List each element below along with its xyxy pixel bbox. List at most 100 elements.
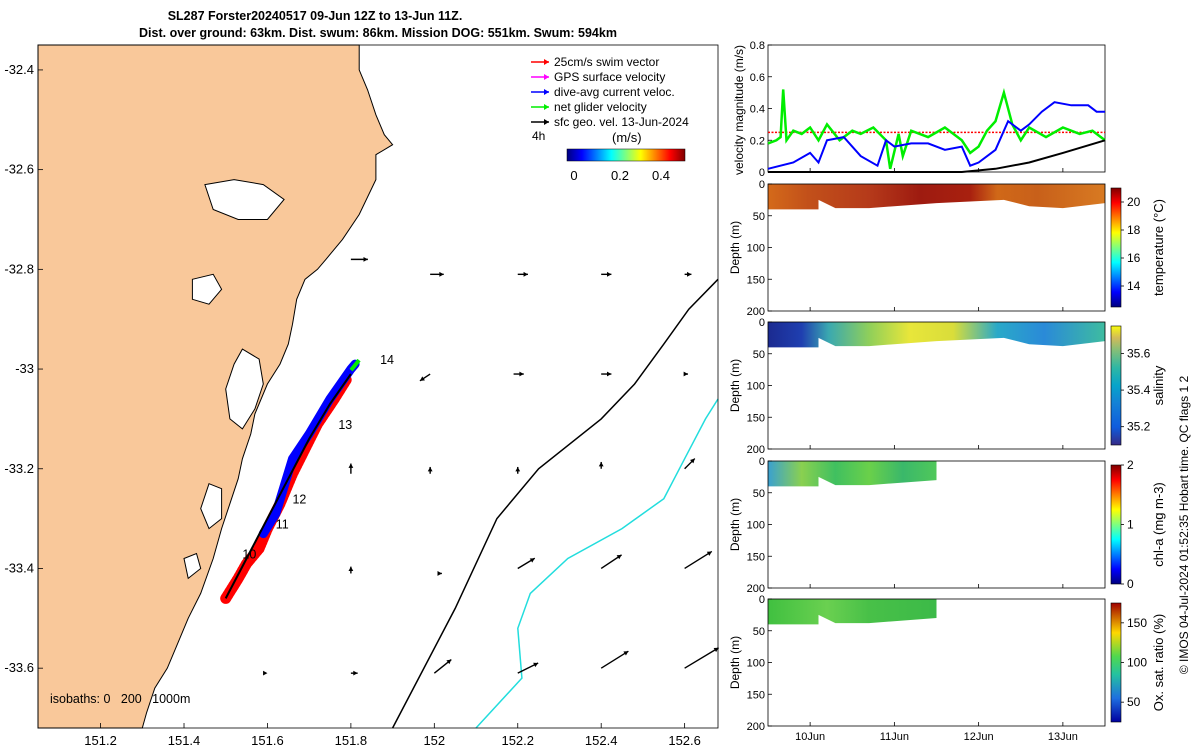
velocity-dive-avg-line (767, 101, 1105, 170)
current-vector-head (623, 651, 629, 656)
velocity-frame (767, 44, 1106, 173)
colorbar-tick-label-salinity-1: 35.4 (1127, 383, 1151, 397)
depth-tick-label-oxygen-4: 200 (747, 721, 765, 733)
colorbar-tick-label-temperature-0: 14 (1127, 279, 1141, 293)
time-tick-label-3: 13Jun (1048, 731, 1078, 743)
section-panel-chla: 0 50 100 150 200 Depth (m) 0 1 2 chl-a (mg m-3) (728, 456, 1166, 595)
map-x-tick-label-5: 152.2 (501, 733, 534, 748)
current-vectors (263, 256, 719, 676)
current-vector-shaft (600, 650, 629, 669)
current-vector-head (687, 271, 692, 277)
current-vector-head (683, 371, 689, 377)
depth-tick-label-chla-0: 0 (759, 456, 765, 468)
title-line-1: SL287 Forster20240517 09-Jun 12Z to 13-J… (168, 9, 463, 23)
current-vector-head (437, 571, 442, 576)
current-vector-13 (684, 458, 696, 470)
day-label-1: 13 (338, 418, 352, 432)
depth-tick-label-salinity-3: 150 (747, 412, 765, 424)
colorbar-tick-label-oxygen-0: 50 (1127, 695, 1141, 709)
section-panel-oxygen: 0 50 100 150 200 Depth (m) 50 100 150 Ox. sat. ra… (728, 594, 1166, 733)
depth-tick-label-temperature-2: 100 (747, 243, 765, 255)
depth-tick-label-oxygen-3: 150 (747, 689, 765, 701)
side-label: © IMOS 04-Jul-2024 01:52:35 Hobart time.… (1177, 376, 1191, 675)
current-vector-17 (600, 554, 622, 570)
colorbar-tick-2: 0.4 (652, 168, 670, 183)
current-vector-15 (437, 571, 442, 576)
colorbar-tick-label-temperature-3: 20 (1127, 195, 1141, 209)
map-y-ticks: -32.4 -32.6 -32.8 -33 -33.2 -33.4 -33.6 (4, 62, 43, 675)
velocity-y-tick-label-0: 0 (759, 167, 765, 179)
colorbar-chla (1110, 464, 1122, 585)
legend-arrowhead-3 (544, 104, 549, 110)
legend-label-0: 25cm/s swim vector (554, 55, 659, 69)
current-vector-1 (430, 271, 444, 277)
map-x-tick-label-1: 151.4 (168, 733, 201, 748)
current-vector-24 (684, 647, 719, 669)
time-tick-label-1: 11Jun (880, 731, 909, 743)
colorbar-temperature (1110, 187, 1122, 308)
velocity-net-line (767, 87, 1106, 170)
day-label-4: 10 (242, 547, 256, 561)
current-vector-20 (350, 670, 358, 676)
colorbar-tick-label-oxygen-2: 150 (1127, 616, 1147, 630)
depth-ylabel-salinity: Depth (m) (728, 359, 742, 412)
map-y-tick-label-2: -32.8 (4, 261, 34, 276)
colorbar-tick-label-oxygen-1: 100 (1127, 656, 1147, 670)
current-vector-head (419, 376, 425, 381)
map-x-tick-label-3: 151.8 (335, 733, 368, 748)
speed-colorbar (566, 148, 686, 162)
current-vector-head (529, 558, 535, 563)
map-y-tick-label-3: -33 (15, 361, 34, 376)
current-vector-10 (427, 466, 433, 474)
legend-label-4: sfc geo. vel. 13-Jun-2024 (554, 115, 689, 129)
colorbar-tick-label-temperature-2: 18 (1127, 223, 1141, 237)
colorbar-tick-1: 0.2 (611, 168, 629, 183)
velocity-y-tick-label-3: 0.6 (750, 72, 765, 84)
map-x-tick-label-7: 152.6 (668, 733, 701, 748)
map-x-tick-label-0: 151.2 (84, 733, 117, 748)
colorbar-tick-0: 0 (570, 168, 577, 183)
net-velocity-segment (349, 358, 361, 372)
time-axis: 10Jun 11Jun 12Jun 13Jun (795, 731, 1078, 743)
legend-item-0: 25cm/s swim vector (531, 55, 659, 69)
colorbar-label-temperature: temperature (°C) (1151, 199, 1166, 296)
legend-arrowhead-0 (544, 59, 549, 65)
current-vector-0 (350, 256, 368, 262)
map-x-ticks: 151.2 151.4 151.6 151.8 152 152.2 152.4 152.6 (84, 723, 701, 748)
current-vector-head (446, 659, 452, 665)
map-y-tick-label-0: -32.4 (4, 62, 34, 77)
colorbar-label: (m/s) (612, 130, 642, 145)
section-panel-temperature: 0 50 100 150 200 Depth (m) 14 16 18 20 temperature… (728, 179, 1166, 318)
current-vector-head (523, 271, 528, 277)
day-label-2: 12 (292, 493, 306, 507)
current-vector-head (353, 670, 358, 676)
section-data-chla (768, 461, 937, 487)
current-vector-14 (348, 566, 354, 574)
current-vector-head (519, 371, 524, 377)
current-vector-head (598, 461, 604, 467)
current-vector-2 (517, 271, 528, 277)
depth-tick-label-oxygen-1: 50 (753, 626, 765, 638)
isobath-1000 (475, 398, 719, 729)
current-vector-19 (263, 670, 268, 676)
colorbar-tick-label-temperature-1: 16 (1127, 251, 1141, 265)
map-x-tick-label-2: 151.6 (251, 733, 284, 748)
depth-tick-label-temperature-4: 200 (747, 306, 765, 318)
legend-arrowhead-2 (544, 89, 549, 95)
current-vector-head (439, 271, 444, 277)
land (37, 44, 394, 729)
current-vector-head (263, 670, 268, 676)
velocity-y-tick-label-2: 0.4 (750, 104, 765, 116)
lake-0 (225, 348, 264, 430)
lakes (183, 179, 285, 580)
depth-ylabel-chla: Depth (m) (728, 498, 742, 551)
map-y-tick-label-4: -33.2 (4, 461, 34, 476)
isobath-200 (391, 278, 719, 729)
colorbar-tick-label-chla-2: 2 (1127, 458, 1134, 472)
current-vector-16 (517, 557, 536, 570)
current-vector-22 (517, 662, 539, 674)
